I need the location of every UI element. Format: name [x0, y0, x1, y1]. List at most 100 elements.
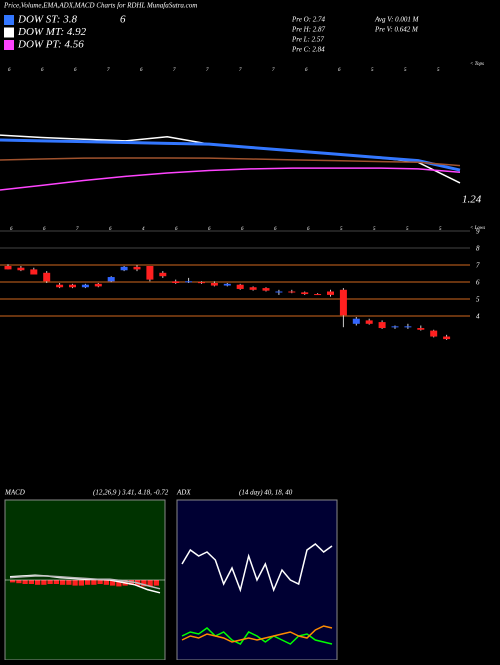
top-label: 6 — [208, 227, 211, 232]
hist-bar — [10, 580, 16, 583]
top-label: 5 — [340, 227, 343, 232]
stat: Pre V: 0.642 M — [374, 26, 419, 34]
candle-body — [81, 284, 89, 288]
top-label: 7 — [76, 227, 79, 232]
hist-bar — [116, 580, 122, 587]
candle-body — [443, 336, 451, 340]
ema-line — [0, 167, 461, 191]
top-label: 5 — [371, 68, 374, 73]
hist-bar — [147, 580, 153, 587]
candle-body — [314, 294, 322, 296]
top-label: 6 — [241, 227, 244, 232]
top-label: 5 — [406, 227, 409, 232]
candle-body — [159, 272, 167, 277]
top-label: 5 — [437, 68, 440, 73]
top-label: 5 — [404, 68, 407, 73]
hist-bar — [28, 580, 34, 584]
top-label: 7 — [272, 68, 275, 73]
y-tick-label: 4 — [476, 313, 480, 321]
candle-body — [430, 330, 438, 337]
candle-body — [17, 267, 25, 271]
panel-title: MACD — [4, 489, 25, 497]
hist-bar — [97, 580, 103, 584]
stat: Pre O: 2.74 — [291, 16, 325, 24]
candle-body — [185, 281, 193, 283]
top-label: 7 — [107, 68, 110, 73]
top-label: 6 — [41, 68, 44, 73]
stat: Pre H: 2.87 — [291, 26, 325, 34]
top-label: 6 — [8, 68, 11, 73]
y-tick-label: 8 — [476, 245, 480, 253]
candle-body — [198, 282, 205, 284]
y-tick-label: 9 — [476, 228, 480, 236]
candle-body — [365, 320, 373, 324]
hist-bar — [72, 580, 78, 586]
legend-label: DOW MT: 4.92 — [17, 26, 87, 38]
legend-label: DOW ST: 3.8 — [17, 14, 77, 26]
candle-body — [339, 289, 347, 316]
legend-swatch — [4, 15, 14, 25]
top-label: 6 — [175, 227, 178, 232]
hist-bar — [47, 580, 53, 584]
stat: Pre C: 2.84 — [291, 46, 325, 54]
y-tick-label: 7 — [476, 262, 480, 270]
y-tick-label: 5 — [476, 296, 480, 304]
candle-body — [327, 291, 334, 295]
indicator-line — [181, 543, 333, 593]
top-label: 6 — [338, 68, 341, 73]
top-label: 5 — [439, 227, 442, 232]
panel-params: (14 day) 40, 18, 40 — [239, 489, 293, 497]
candle-body — [146, 266, 154, 280]
candle-body — [94, 283, 102, 287]
candle-body — [107, 277, 115, 282]
indicator-line — [9, 575, 161, 590]
candle-body — [275, 291, 283, 293]
candle-body — [352, 318, 360, 324]
candle-body — [262, 288, 270, 291]
candle-body — [236, 284, 244, 289]
tops-label: < Tops — [470, 62, 484, 67]
top-label: 6 — [10, 227, 13, 232]
hist-bar — [103, 580, 109, 585]
indicator-line — [181, 627, 333, 645]
title: Price,Volume,EMA,ADX,MACD Charts for RDH… — [3, 2, 197, 10]
candle-body — [56, 284, 64, 288]
top-label: 6 — [274, 227, 277, 232]
stat: Avg V: 0.001 M — [374, 16, 420, 24]
lows-label: < Lows — [470, 226, 485, 231]
top-label: 6 — [43, 227, 46, 232]
candle-body — [378, 322, 386, 329]
candle-body — [249, 287, 257, 290]
candle-body — [172, 281, 180, 283]
top-label: 5 — [373, 227, 376, 232]
hist-bar — [78, 580, 84, 586]
candle-body — [133, 266, 141, 270]
hist-bar — [141, 580, 147, 587]
extra: 6 — [120, 14, 126, 26]
ema-line — [0, 138, 461, 172]
top-label: 6 — [109, 227, 112, 232]
candle-body — [210, 283, 218, 286]
candle-body — [4, 266, 12, 270]
hist-bar — [41, 580, 47, 585]
stat: Pre L: 2.57 — [291, 36, 324, 44]
candle-body — [391, 326, 399, 328]
candle-body — [301, 292, 309, 295]
candle-body — [223, 283, 231, 286]
candle-body — [43, 272, 51, 282]
top-label: 6 — [305, 68, 308, 73]
hist-bar — [66, 580, 72, 585]
top-label: 6 — [140, 68, 143, 73]
hist-bar — [110, 580, 116, 586]
candle-body — [288, 291, 296, 293]
hist-bar — [22, 580, 28, 584]
candle-body — [417, 328, 425, 330]
hist-bar — [85, 580, 91, 585]
candle-body — [69, 284, 76, 288]
hist-bar — [35, 580, 41, 585]
hist-bar — [16, 580, 22, 584]
y-tick-label: 6 — [476, 279, 480, 287]
ema-line — [0, 157, 461, 167]
